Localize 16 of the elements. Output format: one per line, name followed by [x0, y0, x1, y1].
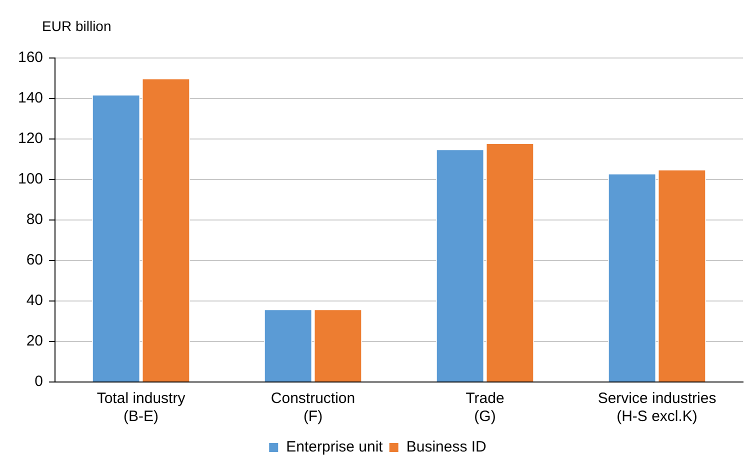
x-tick-label: Service industries (H-S excl.K) [598, 390, 716, 426]
y-tick-label: 100 [18, 170, 44, 188]
x-tick-label: Total industry (B-E) [96, 390, 186, 426]
y-tick-label: 20 [26, 332, 44, 350]
y-tick-label: 0 [34, 373, 44, 390]
y-tick-label: 140 [18, 90, 44, 107]
x-tick-label: Trade (G) [466, 390, 504, 426]
x-tick-label: Construction (F) [270, 390, 356, 426]
y-tick-label: 120 [18, 130, 44, 148]
y-tick-label: 60 [26, 252, 44, 269]
y-tick-label: 80 [26, 211, 44, 228]
y-tick-label: 40 [26, 292, 44, 310]
legend-label: Business ID [406, 438, 487, 456]
y-axis-title: EUR billion [42, 18, 112, 34]
legend-label: Enterprise unit [286, 438, 384, 456]
y-tick-label: 160 [18, 49, 44, 66]
